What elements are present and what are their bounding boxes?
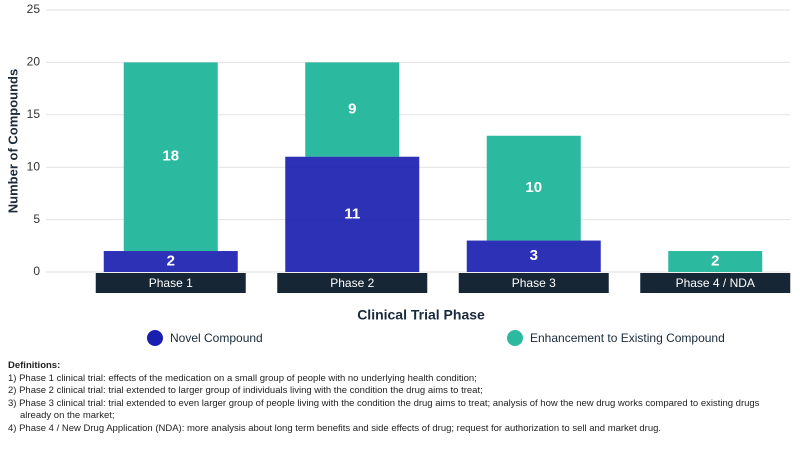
y-tick-label: 0 <box>33 264 40 278</box>
y-tick-label: 20 <box>27 55 41 69</box>
legend-label: Novel Compound <box>170 331 263 345</box>
x-tick-label: Phase 3 <box>512 276 556 290</box>
y-tick-label: 10 <box>27 159 41 173</box>
data-label: 9 <box>348 101 356 118</box>
data-label: 2 <box>167 252 175 269</box>
x-axis-title: Clinical Trial Phase <box>357 307 485 323</box>
y-tick-label: 5 <box>33 212 40 226</box>
definition-item: 4) Phase 4 / New Drug Application (NDA):… <box>8 422 662 434</box>
data-label: 11 <box>344 205 360 222</box>
category-box <box>95 273 246 293</box>
legend-swatch <box>507 330 523 346</box>
data-label: 3 <box>530 247 538 264</box>
bar <box>668 251 763 272</box>
category-box <box>277 273 428 293</box>
bar <box>486 135 581 241</box>
bar <box>103 251 238 272</box>
y-tick-label: 15 <box>27 107 41 121</box>
bar <box>285 156 420 272</box>
legend-label: Enhancement to Existing Compound <box>530 331 725 345</box>
data-label: 18 <box>162 148 179 165</box>
definitions: Definitions: 1) Phase 1 clinical trial: … <box>8 360 778 435</box>
bar <box>123 62 218 252</box>
legend-swatch <box>147 330 163 346</box>
y-tick-label: 25 <box>27 2 41 16</box>
x-tick-label: Phase 4 / NDA <box>676 276 755 290</box>
definition-item: 2) Phase 2 clinical trial: trial extende… <box>8 385 483 396</box>
y-axis-title: Number of Compounds <box>5 69 20 213</box>
category-box <box>458 273 609 293</box>
data-label: 10 <box>525 179 542 196</box>
data-label: 2 <box>711 252 719 269</box>
definition-item: 3) Phase 3 clinical trial: trial extende… <box>8 397 760 422</box>
definition-item: 1) Phase 1 clinical trial: effects of th… <box>8 372 477 384</box>
definitions-title: Definitions: <box>8 360 61 371</box>
bar <box>305 62 400 157</box>
x-tick-label: Phase 1 <box>149 276 193 290</box>
x-tick-label: Phase 2 <box>330 276 374 290</box>
category-box <box>640 273 791 293</box>
bar <box>466 240 601 272</box>
chart: Number of Compounds Clinical Trial Phase… <box>5 2 791 346</box>
